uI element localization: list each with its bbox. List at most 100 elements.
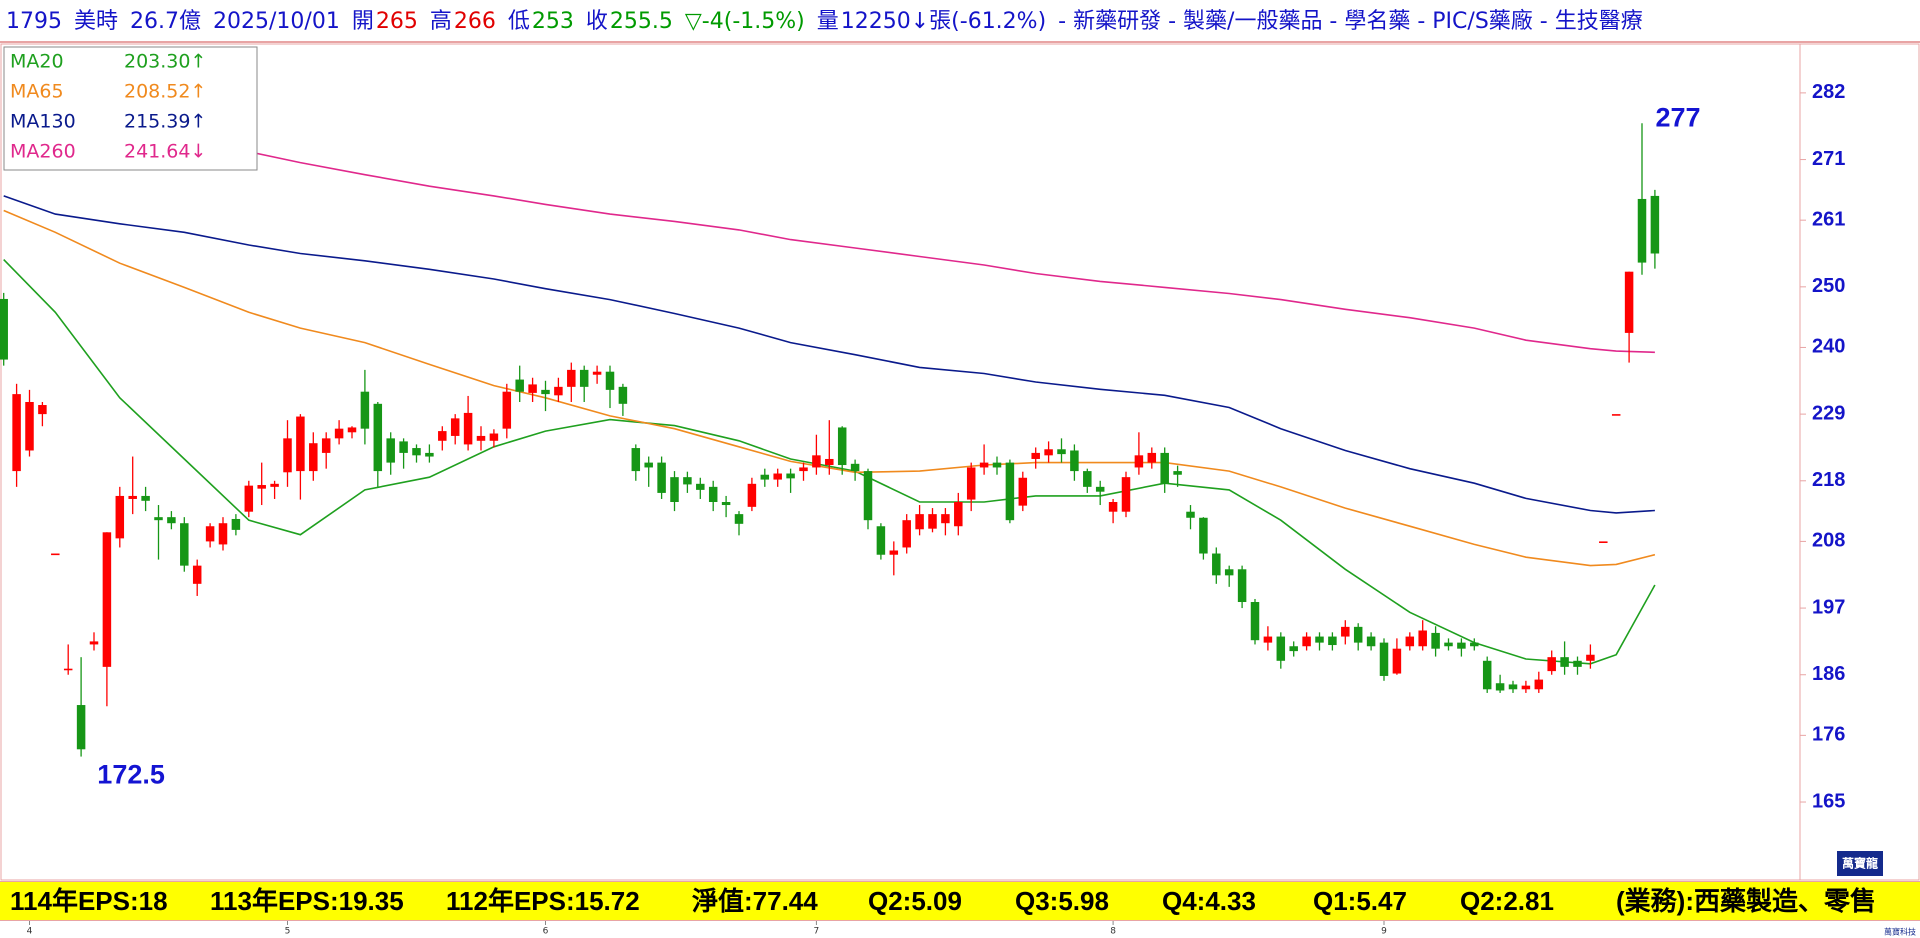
header-item: 255.5 bbox=[609, 9, 673, 34]
candle-body bbox=[1212, 553, 1221, 576]
candle-body bbox=[373, 403, 383, 472]
candle-body bbox=[708, 486, 718, 503]
candle-body bbox=[902, 520, 911, 548]
candle-body bbox=[889, 550, 899, 555]
candle-body bbox=[38, 405, 47, 415]
candle-body bbox=[1250, 602, 1260, 641]
header-item: ▽-4(-1.5%) bbox=[684, 9, 805, 34]
x-tick-label: 8 bbox=[1110, 927, 1116, 937]
candle-body bbox=[25, 401, 34, 451]
candle-body bbox=[1315, 636, 1324, 643]
footer-item: Q3:5.98 bbox=[1015, 886, 1109, 916]
candle-body bbox=[1611, 414, 1621, 416]
candle-body bbox=[218, 523, 228, 545]
candle-body bbox=[167, 517, 176, 524]
candle-body bbox=[1534, 679, 1544, 690]
candle-body bbox=[76, 705, 86, 750]
candle-body bbox=[192, 565, 202, 584]
candle-body bbox=[1121, 477, 1131, 512]
candle-body bbox=[1366, 636, 1376, 647]
candle-body bbox=[631, 448, 641, 472]
candle-body bbox=[231, 518, 241, 530]
candle-body bbox=[954, 502, 963, 527]
footer-item: 112年EPS:15.72 bbox=[446, 886, 640, 916]
candle-body bbox=[799, 467, 808, 472]
candle-body bbox=[1482, 660, 1492, 690]
candle-body bbox=[1108, 502, 1118, 512]
candle-body bbox=[541, 389, 550, 395]
candle-body bbox=[825, 458, 834, 466]
candle-body bbox=[205, 526, 215, 542]
header-item: 265 bbox=[375, 9, 418, 34]
annotation-low: 172.5 bbox=[97, 760, 165, 790]
candle-body bbox=[1237, 569, 1247, 603]
candle-body bbox=[321, 438, 331, 453]
y-tick-label: 176 bbox=[1812, 724, 1845, 746]
y-tick-label: 208 bbox=[1812, 530, 1845, 552]
legend-box bbox=[3, 46, 258, 171]
candle-body bbox=[966, 467, 976, 500]
candle-body bbox=[63, 668, 73, 671]
candle-body bbox=[1328, 636, 1337, 646]
y-tick-label: 218 bbox=[1812, 469, 1845, 491]
candle-body bbox=[721, 502, 731, 506]
footer-item: Q2:5.09 bbox=[868, 886, 962, 916]
plot-frame bbox=[0, 43, 1920, 881]
candle-body bbox=[1650, 195, 1660, 254]
candle-body bbox=[1276, 636, 1286, 661]
candle-body bbox=[696, 483, 705, 490]
y-tick-label: 282 bbox=[1812, 81, 1845, 103]
candle-body bbox=[141, 495, 150, 501]
legend-name: MA65 bbox=[10, 81, 64, 103]
legend-name: MA130 bbox=[10, 111, 76, 133]
candle-body bbox=[128, 495, 137, 499]
candle-body bbox=[1044, 449, 1053, 456]
x-tick-label: 7 bbox=[814, 927, 820, 937]
candle-body bbox=[1521, 685, 1531, 690]
candle-body bbox=[567, 369, 576, 387]
candle-body bbox=[812, 455, 821, 468]
header-item: 2025/10/01 bbox=[213, 9, 340, 34]
footer-item: 113年EPS:19.35 bbox=[210, 886, 404, 916]
candle-body bbox=[979, 462, 989, 468]
candle-body bbox=[309, 443, 318, 472]
candle-body bbox=[1379, 642, 1389, 676]
candle-body bbox=[1444, 642, 1453, 647]
candle-body bbox=[360, 391, 370, 429]
candle-body bbox=[0, 298, 8, 360]
candle-body bbox=[1289, 646, 1298, 652]
header-item: 量 bbox=[816, 9, 839, 34]
candle-body bbox=[1018, 477, 1028, 506]
candle-body bbox=[1586, 654, 1595, 661]
y-tick-label: 165 bbox=[1812, 790, 1845, 812]
candle-body bbox=[154, 517, 163, 521]
legend-name: MA260 bbox=[10, 141, 76, 163]
footer-item: (業務):西藥製造、零售 bbox=[1616, 886, 1876, 916]
candle-body bbox=[334, 428, 344, 439]
header-item: 低 bbox=[507, 9, 530, 34]
ma-line bbox=[3, 133, 1655, 354]
candle-body bbox=[760, 474, 770, 480]
candle-body bbox=[102, 532, 112, 667]
candle-body bbox=[1508, 684, 1518, 690]
candle-body bbox=[734, 514, 744, 524]
candle-body bbox=[618, 386, 628, 404]
y-tick-label: 240 bbox=[1812, 336, 1845, 358]
candle-body bbox=[1495, 683, 1505, 691]
candle-body bbox=[89, 641, 99, 645]
credit: 萬寶科技 bbox=[1884, 927, 1916, 937]
y-tick-label: 250 bbox=[1812, 275, 1845, 297]
candle-body bbox=[244, 485, 254, 512]
candle-body bbox=[12, 394, 21, 472]
candle-body bbox=[1083, 471, 1092, 487]
candle-body bbox=[386, 438, 395, 463]
candle-body bbox=[747, 483, 757, 507]
footer-item: Q2:2.81 bbox=[1460, 886, 1554, 916]
x-tick-label: 6 bbox=[543, 927, 549, 937]
header-item: 開 bbox=[351, 9, 374, 34]
candle-body bbox=[528, 384, 537, 393]
header: 1795 美時 26.7億 2025/10/01 開265 高266 低253 收255.5 ▽… bbox=[0, 0, 1920, 43]
candle-body bbox=[992, 462, 1002, 468]
